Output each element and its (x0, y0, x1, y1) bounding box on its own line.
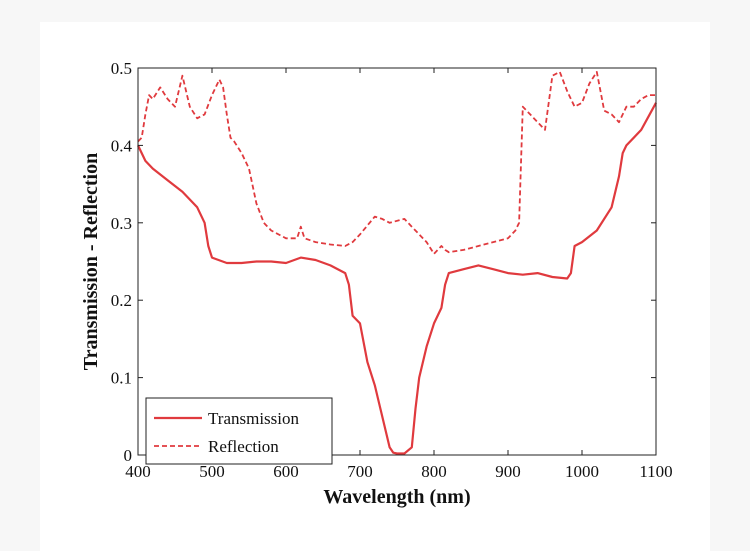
legend-label-transmission: Transmission (208, 409, 300, 428)
x-tick-label: 1100 (639, 462, 672, 481)
x-tick-label: 700 (347, 462, 373, 481)
x-tick-label: 400 (125, 462, 151, 481)
x-axis-title: Wavelength (nm) (323, 486, 470, 508)
x-tick-label: 600 (273, 462, 299, 481)
y-tick-label: 0.3 (111, 214, 132, 233)
plot-curves (137, 71, 657, 455)
y-tick-label: 0 (124, 446, 133, 465)
legend-box (145, 397, 333, 465)
x-tick-label: 900 (495, 462, 521, 481)
line-chart: 400 500 600 700 800 900 1000 1100 0 0.1 0.2 0.3 0.4 0… (80, 59, 673, 508)
axis-ticks: 400 500 600 700 800 900 1000 1100 0 0.1 0.2 0.3 0.4 0… (111, 59, 673, 481)
y-axis-title: Transmission - Reflection (80, 153, 102, 370)
y-tick-label: 0.4 (111, 136, 133, 155)
y-tick-label: 0.5 (111, 59, 132, 78)
y-tick-label: 0.1 (111, 369, 132, 388)
series-line-reflection (137, 71, 656, 255)
series-line-transmission (137, 102, 657, 455)
legend: Transmission Reflection (145, 397, 333, 465)
figure-panel: 400 500 600 700 800 900 1000 1100 0 0.1 0.2 0.3 0.4 0… (40, 22, 710, 551)
x-tick-label: 500 (199, 462, 225, 481)
legend-label-reflection: Reflection (208, 437, 279, 456)
x-tick-label: 1000 (565, 462, 599, 481)
y-tick-label: 0.2 (111, 291, 132, 310)
x-tick-label: 800 (421, 462, 447, 481)
axes-box (137, 67, 657, 456)
